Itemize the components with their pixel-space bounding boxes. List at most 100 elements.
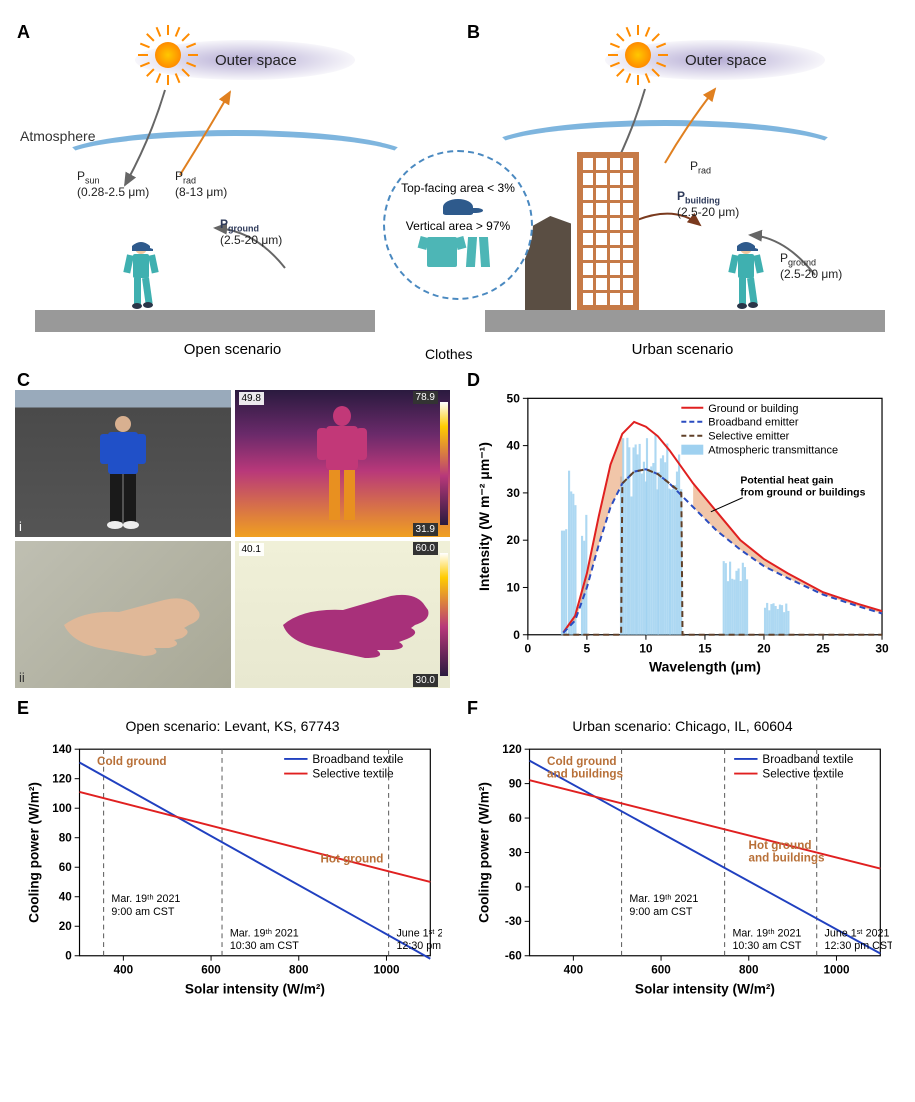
- svg-text:Cold ground: Cold ground: [97, 755, 166, 768]
- svg-text:12:30 pm CST: 12:30 pm CST: [825, 940, 892, 952]
- svg-text:12:30 pm CST: 12:30 pm CST: [396, 940, 442, 952]
- pground-anno: Pground (2.5-20 μm): [220, 218, 282, 248]
- svg-text:800: 800: [739, 963, 759, 976]
- svg-text:Intensity (W m⁻² μm⁻¹): Intensity (W m⁻² μm⁻¹): [476, 442, 492, 591]
- svg-text:-30: -30: [505, 915, 522, 928]
- photo-standing: i: [15, 390, 231, 537]
- svg-text:Broadband textile: Broadband textile: [762, 753, 853, 766]
- chart-f-title: Urban scenario: Chicago, IL, 60604: [473, 718, 892, 734]
- svg-text:0: 0: [65, 950, 72, 963]
- clothes-caption: Clothes: [425, 346, 472, 362]
- chart-d-svg: 05101520253001020304050Wavelength (μm)In…: [473, 390, 892, 680]
- panel-e-label: E: [17, 698, 29, 719]
- subpanel-ii-label: ii: [19, 670, 25, 685]
- svg-text:30: 30: [507, 486, 521, 500]
- panel-c: C i: [15, 368, 450, 688]
- svg-text:60: 60: [59, 861, 73, 874]
- svg-text:Mar. 19ᵗʰ 2021: Mar. 19ᵗʰ 2021: [230, 927, 299, 939]
- subpanel-i-label: i: [19, 519, 22, 534]
- svg-text:1000: 1000: [373, 963, 400, 976]
- svg-text:Selective textile: Selective textile: [312, 767, 393, 780]
- panel-a: A Outer space Atmosphere Psun (0.28-2.5: [15, 20, 450, 360]
- svg-text:10: 10: [639, 642, 653, 656]
- svg-text:400: 400: [564, 963, 584, 976]
- vertical-area-text: Vertical area > 97%: [406, 219, 510, 233]
- svg-text:Broadband emitter: Broadband emitter: [708, 417, 799, 429]
- bar-hi: 60.0: [413, 542, 438, 555]
- svg-text:9:00 am CST: 9:00 am CST: [629, 906, 693, 918]
- bar-lo: 31.9: [413, 523, 438, 536]
- svg-text:Solar intensity (W/m²): Solar intensity (W/m²): [185, 982, 325, 997]
- svg-text:90: 90: [509, 778, 523, 791]
- svg-text:-60: -60: [505, 950, 522, 963]
- pground-anno: Pground (2.5-20 μm): [780, 252, 842, 282]
- top-facing-text: Top-facing area < 3%: [401, 181, 515, 195]
- svg-text:1000: 1000: [823, 963, 850, 976]
- panel-b-label: B: [467, 22, 480, 43]
- svg-text:Cooling power (W/m²): Cooling power (W/m²): [27, 782, 42, 923]
- chart-e-svg: 4006008001000020406080100120140Solar int…: [23, 738, 442, 1003]
- svg-text:0: 0: [513, 628, 520, 642]
- panel-a-illustration: Outer space Atmosphere Psun (0.28-2.5 μm…: [15, 20, 450, 360]
- svg-text:120: 120: [52, 773, 72, 786]
- svg-text:Cold ground: Cold ground: [547, 755, 616, 768]
- colorbar-icon: [440, 553, 448, 676]
- svg-text:600: 600: [651, 963, 671, 976]
- svg-text:20: 20: [507, 533, 521, 547]
- panel-a-label: A: [17, 22, 30, 43]
- svg-text:Ground or building: Ground or building: [708, 403, 798, 415]
- sun-icon: [155, 42, 181, 68]
- person-icon: [120, 240, 162, 310]
- svg-text:20: 20: [757, 642, 771, 656]
- svg-text:30: 30: [509, 846, 523, 859]
- panel-c-label: C: [17, 370, 30, 391]
- chart-f-svg: 4006008001000-60-300306090120Solar inten…: [473, 738, 892, 1003]
- bar-lo: 30.0: [413, 674, 438, 687]
- svg-text:Wavelength (μm): Wavelength (μm): [649, 659, 761, 675]
- svg-text:80: 80: [59, 832, 73, 845]
- svg-text:and buildings: and buildings: [749, 852, 825, 865]
- svg-text:Hot ground: Hot ground: [749, 839, 812, 852]
- outer-space-label: Outer space: [215, 52, 297, 69]
- svg-text:and buildings: and buildings: [547, 767, 623, 780]
- figure-grid: A Outer space Atmosphere Psun (0.28-2.5: [15, 20, 900, 1016]
- ground-bar-icon: [35, 310, 375, 332]
- svg-text:20: 20: [59, 920, 73, 933]
- svg-text:140: 140: [52, 743, 72, 756]
- svg-text:5: 5: [584, 642, 591, 656]
- svg-text:30: 30: [875, 642, 889, 656]
- outer-space-label: Outer space: [685, 52, 767, 69]
- svg-text:50: 50: [507, 391, 521, 405]
- shirt-icon: [427, 237, 457, 267]
- panel-a-caption: Open scenario: [15, 341, 450, 358]
- panel-b: B Outer space Psun: [465, 20, 900, 360]
- psun-anno: Psun (0.28-2.5 μm): [77, 170, 149, 200]
- panel-b-caption: Urban scenario: [465, 341, 900, 358]
- svg-text:Solar intensity (W/m²): Solar intensity (W/m²): [635, 982, 775, 997]
- svg-text:9:00 am CST: 9:00 am CST: [111, 906, 175, 918]
- cap-icon: [443, 199, 473, 215]
- svg-text:15: 15: [698, 642, 712, 656]
- svg-text:120: 120: [502, 743, 522, 756]
- svg-text:June 1ˢᵗ 2021: June 1ˢᵗ 2021: [825, 927, 890, 939]
- svg-text:10:30 am CST: 10:30 am CST: [732, 940, 801, 952]
- svg-text:40: 40: [59, 891, 73, 904]
- svg-text:400: 400: [114, 963, 134, 976]
- pants-icon: [467, 237, 489, 269]
- chart-e-title: Open scenario: Levant, KS, 67743: [23, 718, 442, 734]
- svg-text:0: 0: [515, 881, 522, 894]
- svg-text:25: 25: [816, 642, 830, 656]
- svg-text:800: 800: [289, 963, 309, 976]
- bar-hi: 78.9: [413, 391, 438, 404]
- svg-text:10:30 am CST: 10:30 am CST: [230, 940, 299, 952]
- panel-d: D 05101520253001020304050Wavelength (μm)…: [465, 368, 900, 688]
- thermal-grid: i 49.8 78.9 31.9: [15, 390, 450, 688]
- photo-hand: ii: [15, 541, 231, 688]
- temp-readout: 40.1: [239, 543, 264, 556]
- panel-f-label: F: [467, 698, 478, 719]
- svg-text:10: 10: [507, 580, 521, 594]
- svg-text:Mar. 19ᵗʰ 2021: Mar. 19ᵗʰ 2021: [732, 927, 801, 939]
- prad-anno: Prad (8-13 μm): [175, 170, 227, 200]
- svg-text:Atmospheric transmittance: Atmospheric transmittance: [708, 445, 838, 457]
- sun-icon: [625, 42, 651, 68]
